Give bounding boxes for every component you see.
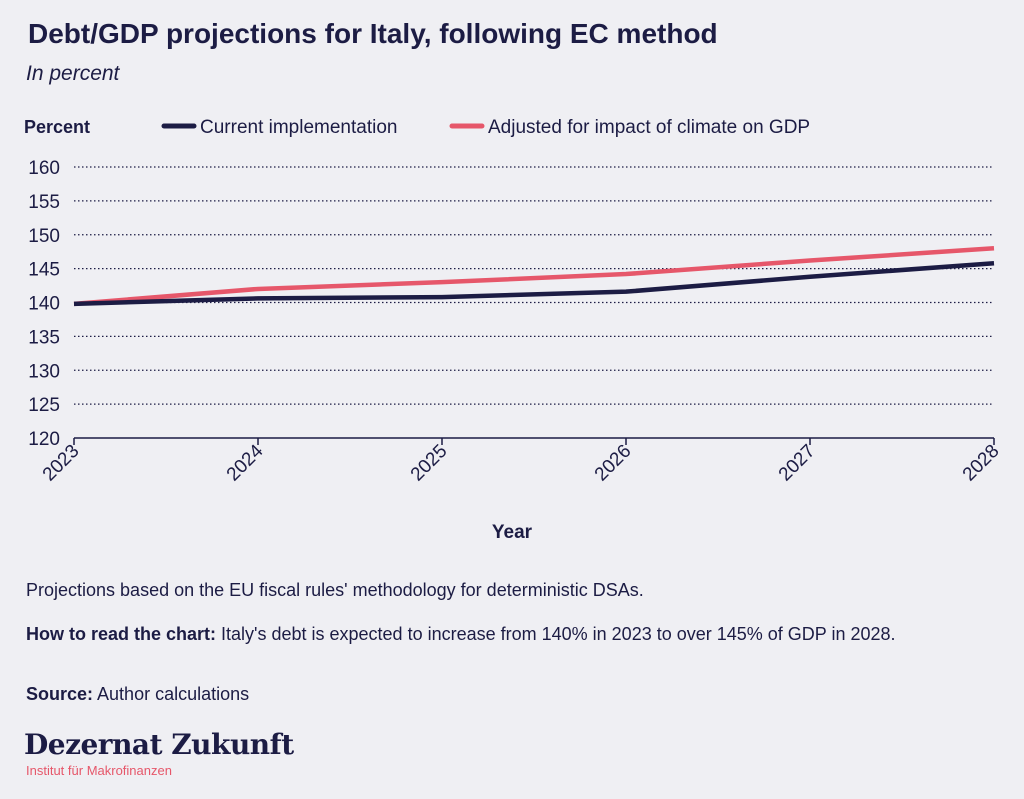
x-tick-label: 2024 — [223, 440, 268, 485]
source-label: Source: — [26, 684, 94, 704]
y-tick-label: 140 — [28, 294, 60, 315]
logo-tagline: Institut für Makrofinanzen — [26, 763, 172, 778]
y-tick-label: 145 — [28, 260, 60, 281]
legend: Current implementation Adjusted for impac… — [161, 117, 810, 138]
x-axis: 2023 2024 2025 2026 2027 2028 — [39, 437, 1004, 486]
grid-lines — [74, 166, 994, 405]
chart-title: Debt/GDP projections for Italy, followin… — [28, 18, 718, 49]
y-tick-label: 120 — [28, 429, 60, 450]
x-axis-label: Year — [492, 522, 533, 543]
source-note: Source: Author calculations — [26, 682, 1001, 706]
how-to-read-text: Italy's debt is expected to increase fro… — [216, 624, 896, 644]
how-to-read-note: How to read the chart: Italy's debt is e… — [26, 622, 1001, 646]
source-text: Author calculations — [93, 684, 250, 704]
y-tick-label: 160 — [28, 158, 60, 179]
line-chart: Percent Current implementation Adjusted f… — [24, 117, 1004, 543]
series-lines — [73, 246, 995, 307]
y-tick-label: 150 — [28, 226, 60, 247]
x-tick-label: 2025 — [407, 441, 452, 486]
how-to-read-label: How to read the chart: — [26, 624, 217, 644]
series-line — [73, 246, 995, 307]
legend-label: Adjusted for impact of climate on GDP — [488, 117, 810, 138]
chart-subtitle: In percent — [26, 62, 120, 85]
series-line — [73, 260, 995, 307]
y-axis-label: Percent — [24, 117, 90, 137]
logo: Dezernat Zukunft — [24, 728, 294, 761]
y-tick-label: 155 — [28, 192, 60, 213]
legend-label: Current implementation — [200, 117, 397, 138]
x-tick-label: 2028 — [959, 441, 1004, 486]
x-tick-label: 2026 — [591, 441, 636, 486]
y-tick-label: 125 — [28, 395, 60, 416]
x-tick-label: 2027 — [775, 441, 820, 486]
y-tick-label: 135 — [28, 327, 60, 348]
y-axis-ticks: 120 125 130 135 140 145 150 155 160 — [28, 158, 60, 450]
y-tick-label: 130 — [28, 361, 60, 382]
description-note: Projections based on the EU fiscal rules… — [26, 580, 644, 600]
